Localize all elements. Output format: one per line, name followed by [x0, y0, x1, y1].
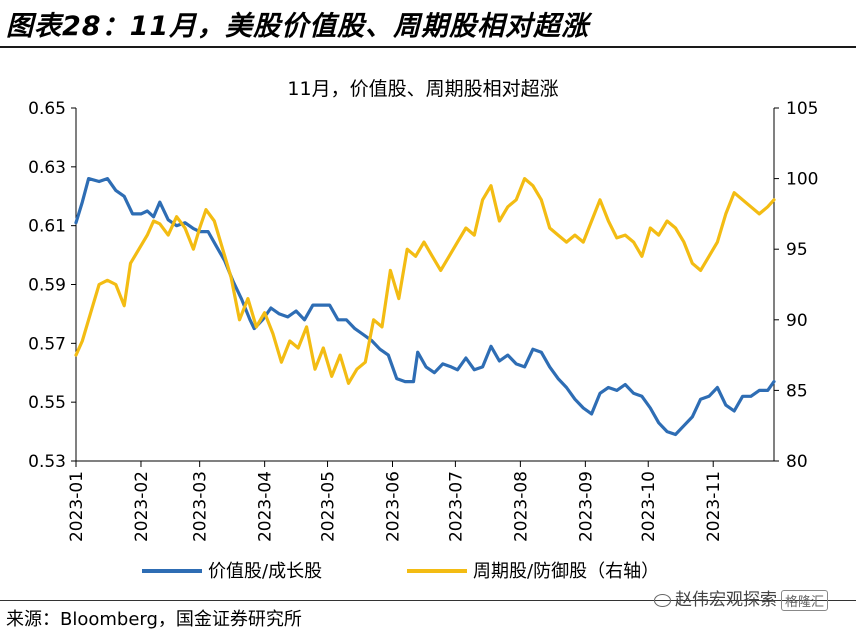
- y-right-tick-label: 95: [786, 240, 808, 260]
- series-lines: [74, 177, 776, 437]
- y-left-tick-label: 0.53: [28, 452, 66, 472]
- y-left-tick-label: 0.63: [28, 158, 66, 178]
- figure-title: 图表28：11月，美股价值股、周期股相对超涨: [6, 11, 590, 42]
- watermark-logo: 格隆汇: [780, 589, 828, 611]
- y-right-tick-label: 85: [786, 381, 808, 401]
- x-tick-label: 2023-10: [639, 471, 659, 542]
- source-divider: [0, 600, 856, 601]
- line-chart: 11月，价值股、周期股相对超涨 0.65 0.63 0.61 0.59 0.57 0.55…: [28, 78, 818, 582]
- legend-label-2: 周期股/防御股（右轴）: [473, 561, 659, 582]
- x-tick-label: 2023-02: [132, 471, 152, 542]
- y-left-tick-label: 0.57: [28, 334, 66, 354]
- y-left-tick-label: 0.59: [28, 276, 66, 296]
- y-left-tick-label: 0.65: [28, 99, 66, 119]
- x-tick-label: 2023-05: [319, 471, 339, 542]
- axes: 0.65 0.63 0.61 0.59 0.57 0.55 0.53 105 100 95 90 85…: [28, 99, 818, 542]
- chart-title: 11月，价值股、周期股相对超涨: [287, 78, 558, 100]
- x-tick-label: 2023-06: [384, 471, 404, 542]
- x-tick-label: 2023-04: [256, 471, 276, 542]
- x-tick-label: 2023-08: [511, 471, 531, 542]
- x-tick-label: 2023-01: [67, 471, 87, 542]
- x-tick-label: 2023-03: [191, 471, 211, 542]
- source-note: 来源：Bloomberg，国金证券研究所: [6, 609, 302, 630]
- series-line-1: [74, 177, 776, 437]
- y-right-tick-label: 80: [786, 452, 808, 472]
- y-left-tick-label: 0.61: [28, 217, 66, 237]
- y-right-tick-label: 105: [786, 99, 818, 119]
- y-right-tick-label: 100: [786, 170, 818, 190]
- x-tick-label: 2023-09: [576, 471, 596, 542]
- wechat-icon: [653, 593, 671, 607]
- series-line-2: [74, 177, 776, 385]
- y-left-tick-label: 0.55: [28, 393, 66, 413]
- legend: 价值股/成长股 周期股/防御股（右轴）: [142, 561, 659, 582]
- watermark: 赵伟宏观探索 格隆汇: [653, 585, 828, 611]
- x-tick-label: 2023-07: [446, 471, 466, 542]
- legend-label-1: 价值股/成长股: [208, 561, 322, 582]
- title-underline: [0, 46, 856, 48]
- y-right-tick-label: 90: [786, 311, 808, 331]
- x-tick-label: 2023-11: [704, 471, 724, 542]
- watermark-text: 赵伟宏观探索: [674, 590, 777, 610]
